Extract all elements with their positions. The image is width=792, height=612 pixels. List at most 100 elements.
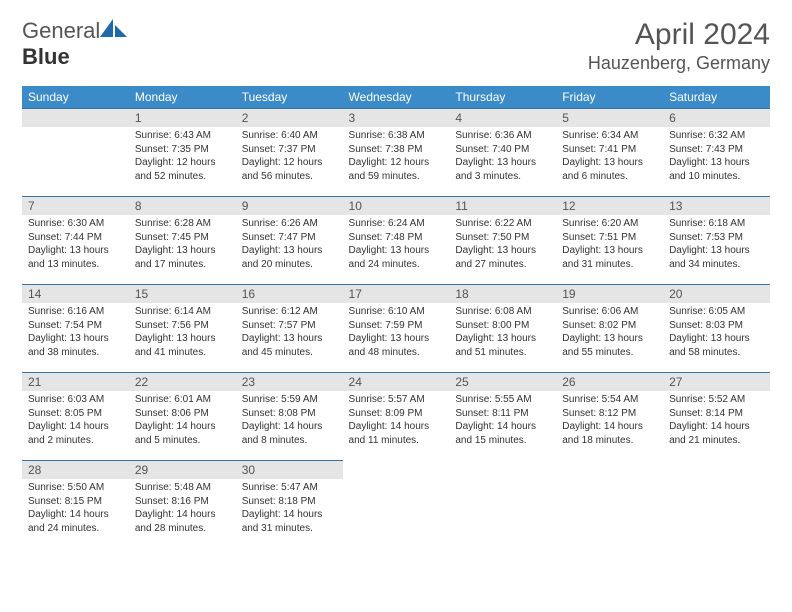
day-daylight1: Daylight: 13 hours bbox=[349, 244, 444, 258]
day-daylight1: Daylight: 13 hours bbox=[669, 244, 764, 258]
day-sunset: Sunset: 7:43 PM bbox=[669, 143, 764, 157]
day-body: Sunrise: 6:40 AMSunset: 7:37 PMDaylight:… bbox=[236, 127, 343, 187]
day-sunset: Sunset: 8:15 PM bbox=[28, 495, 123, 509]
day-daylight2: and 27 minutes. bbox=[455, 258, 550, 272]
day-daylight1: Daylight: 14 hours bbox=[242, 508, 337, 522]
calendar-day-cell: 17Sunrise: 6:10 AMSunset: 7:59 PMDayligh… bbox=[343, 285, 450, 373]
day-number: 5 bbox=[556, 109, 663, 127]
logo-sail-icon bbox=[100, 18, 128, 38]
day-sunset: Sunset: 7:59 PM bbox=[349, 319, 444, 333]
day-daylight1: Daylight: 13 hours bbox=[455, 332, 550, 346]
day-sunset: Sunset: 7:50 PM bbox=[455, 231, 550, 245]
day-sunset: Sunset: 8:00 PM bbox=[455, 319, 550, 333]
day-daylight2: and 51 minutes. bbox=[455, 346, 550, 360]
calendar-day-cell: 12Sunrise: 6:20 AMSunset: 7:51 PMDayligh… bbox=[556, 197, 663, 285]
day-sunset: Sunset: 7:57 PM bbox=[242, 319, 337, 333]
day-sunrise: Sunrise: 6:05 AM bbox=[669, 305, 764, 319]
day-daylight2: and 21 minutes. bbox=[669, 434, 764, 448]
day-sunset: Sunset: 8:05 PM bbox=[28, 407, 123, 421]
calendar-day-cell: 13Sunrise: 6:18 AMSunset: 7:53 PMDayligh… bbox=[663, 197, 770, 285]
calendar-day-cell: 23Sunrise: 5:59 AMSunset: 8:08 PMDayligh… bbox=[236, 373, 343, 461]
day-sunset: Sunset: 7:51 PM bbox=[562, 231, 657, 245]
day-daylight2: and 6 minutes. bbox=[562, 170, 657, 184]
day-daylight2: and 55 minutes. bbox=[562, 346, 657, 360]
day-number: 12 bbox=[556, 197, 663, 215]
day-number bbox=[22, 109, 129, 127]
day-body: Sunrise: 6:26 AMSunset: 7:47 PMDaylight:… bbox=[236, 215, 343, 275]
calendar-day-cell: 5Sunrise: 6:34 AMSunset: 7:41 PMDaylight… bbox=[556, 109, 663, 197]
day-sunrise: Sunrise: 6:34 AM bbox=[562, 129, 657, 143]
day-number: 25 bbox=[449, 373, 556, 391]
day-number: 28 bbox=[22, 461, 129, 479]
day-body: Sunrise: 6:34 AMSunset: 7:41 PMDaylight:… bbox=[556, 127, 663, 187]
day-daylight1: Daylight: 13 hours bbox=[455, 156, 550, 170]
weekday-header: Sunday bbox=[22, 86, 129, 109]
day-body: Sunrise: 6:10 AMSunset: 7:59 PMDaylight:… bbox=[343, 303, 450, 363]
header: GeneralBlue April 2024 Hauzenberg, Germa… bbox=[22, 18, 770, 74]
day-body: Sunrise: 5:47 AMSunset: 8:18 PMDaylight:… bbox=[236, 479, 343, 539]
calendar-day-cell: 28Sunrise: 5:50 AMSunset: 8:15 PMDayligh… bbox=[22, 461, 129, 549]
day-daylight2: and 24 minutes. bbox=[349, 258, 444, 272]
weekday-header: Tuesday bbox=[236, 86, 343, 109]
day-daylight1: Daylight: 13 hours bbox=[562, 244, 657, 258]
day-body: Sunrise: 6:24 AMSunset: 7:48 PMDaylight:… bbox=[343, 215, 450, 275]
day-body: Sunrise: 6:20 AMSunset: 7:51 PMDaylight:… bbox=[556, 215, 663, 275]
day-daylight2: and 31 minutes. bbox=[242, 522, 337, 536]
day-body: Sunrise: 6:01 AMSunset: 8:06 PMDaylight:… bbox=[129, 391, 236, 451]
calendar-day-cell: 1Sunrise: 6:43 AMSunset: 7:35 PMDaylight… bbox=[129, 109, 236, 197]
day-number: 18 bbox=[449, 285, 556, 303]
calendar-day-cell: 18Sunrise: 6:08 AMSunset: 8:00 PMDayligh… bbox=[449, 285, 556, 373]
day-daylight2: and 48 minutes. bbox=[349, 346, 444, 360]
calendar-day-cell: 20Sunrise: 6:05 AMSunset: 8:03 PMDayligh… bbox=[663, 285, 770, 373]
day-daylight2: and 15 minutes. bbox=[455, 434, 550, 448]
day-daylight1: Daylight: 14 hours bbox=[455, 420, 550, 434]
day-daylight1: Daylight: 13 hours bbox=[562, 156, 657, 170]
day-sunrise: Sunrise: 6:36 AM bbox=[455, 129, 550, 143]
day-sunrise: Sunrise: 5:47 AM bbox=[242, 481, 337, 495]
day-daylight1: Daylight: 14 hours bbox=[349, 420, 444, 434]
calendar-week-row: 21Sunrise: 6:03 AMSunset: 8:05 PMDayligh… bbox=[22, 373, 770, 461]
day-sunrise: Sunrise: 6:40 AM bbox=[242, 129, 337, 143]
day-body: Sunrise: 6:22 AMSunset: 7:50 PMDaylight:… bbox=[449, 215, 556, 275]
day-body: Sunrise: 6:03 AMSunset: 8:05 PMDaylight:… bbox=[22, 391, 129, 451]
day-sunset: Sunset: 7:38 PM bbox=[349, 143, 444, 157]
weekday-header: Wednesday bbox=[343, 86, 450, 109]
calendar-day-cell bbox=[556, 461, 663, 549]
day-sunrise: Sunrise: 6:03 AM bbox=[28, 393, 123, 407]
day-sunset: Sunset: 7:41 PM bbox=[562, 143, 657, 157]
day-number: 22 bbox=[129, 373, 236, 391]
day-sunset: Sunset: 7:53 PM bbox=[669, 231, 764, 245]
day-sunrise: Sunrise: 6:24 AM bbox=[349, 217, 444, 231]
day-sunrise: Sunrise: 6:30 AM bbox=[28, 217, 123, 231]
month-title: April 2024 bbox=[588, 18, 770, 51]
day-number: 11 bbox=[449, 197, 556, 215]
day-number: 9 bbox=[236, 197, 343, 215]
day-sunrise: Sunrise: 5:48 AM bbox=[135, 481, 230, 495]
day-sunrise: Sunrise: 5:57 AM bbox=[349, 393, 444, 407]
logo-text-1: General bbox=[22, 18, 100, 43]
weekday-header: Friday bbox=[556, 86, 663, 109]
day-sunset: Sunset: 8:09 PM bbox=[349, 407, 444, 421]
day-number: 27 bbox=[663, 373, 770, 391]
calendar-day-cell: 30Sunrise: 5:47 AMSunset: 8:18 PMDayligh… bbox=[236, 461, 343, 549]
day-number: 20 bbox=[663, 285, 770, 303]
calendar-day-cell: 10Sunrise: 6:24 AMSunset: 7:48 PMDayligh… bbox=[343, 197, 450, 285]
day-sunset: Sunset: 8:02 PM bbox=[562, 319, 657, 333]
day-body: Sunrise: 6:05 AMSunset: 8:03 PMDaylight:… bbox=[663, 303, 770, 363]
day-daylight1: Daylight: 13 hours bbox=[455, 244, 550, 258]
day-number: 3 bbox=[343, 109, 450, 127]
day-sunrise: Sunrise: 6:16 AM bbox=[28, 305, 123, 319]
day-body: Sunrise: 5:48 AMSunset: 8:16 PMDaylight:… bbox=[129, 479, 236, 539]
day-sunset: Sunset: 7:37 PM bbox=[242, 143, 337, 157]
day-daylight1: Daylight: 14 hours bbox=[28, 508, 123, 522]
day-sunset: Sunset: 8:18 PM bbox=[242, 495, 337, 509]
day-body: Sunrise: 6:30 AMSunset: 7:44 PMDaylight:… bbox=[22, 215, 129, 275]
day-number: 14 bbox=[22, 285, 129, 303]
day-number: 30 bbox=[236, 461, 343, 479]
calendar-day-cell bbox=[449, 461, 556, 549]
day-daylight1: Daylight: 13 hours bbox=[28, 332, 123, 346]
day-number: 19 bbox=[556, 285, 663, 303]
day-daylight1: Daylight: 13 hours bbox=[349, 332, 444, 346]
day-number: 2 bbox=[236, 109, 343, 127]
day-body: Sunrise: 5:54 AMSunset: 8:12 PMDaylight:… bbox=[556, 391, 663, 451]
